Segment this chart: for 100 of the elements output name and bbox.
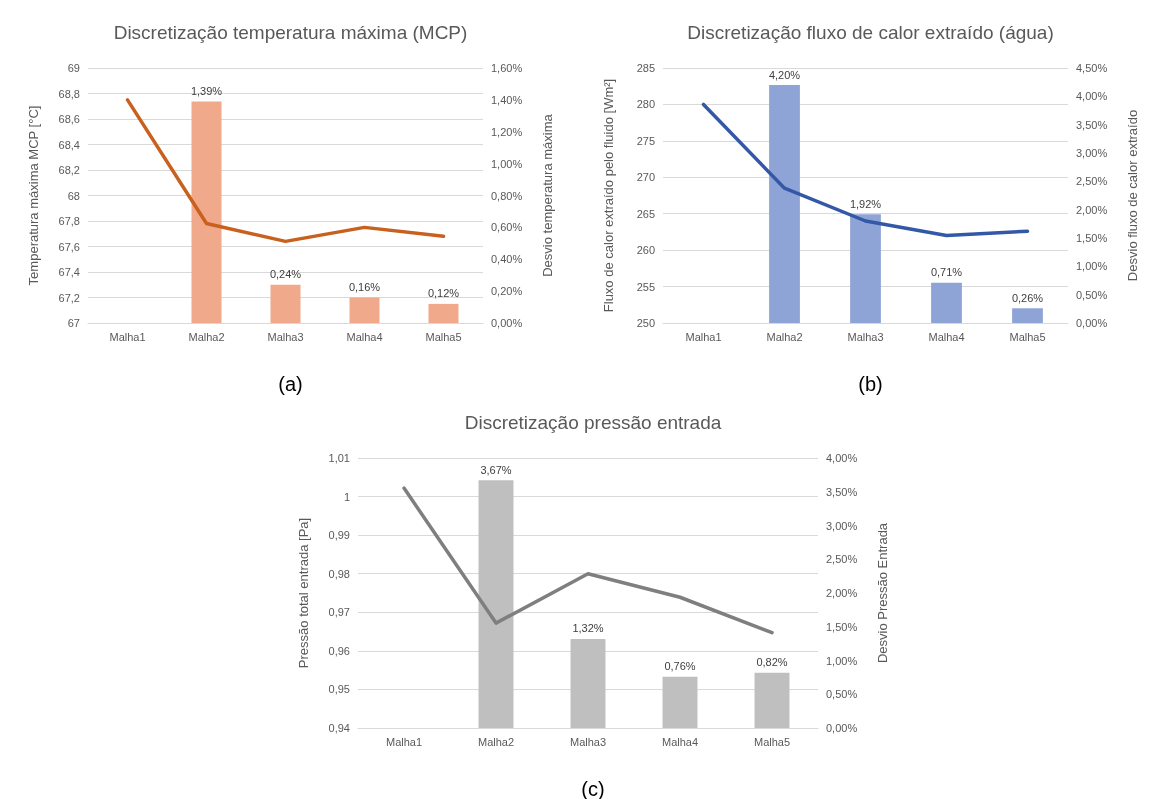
x-tick-label: Malha3: [569, 735, 607, 748]
y2-tick-label: 3,00%: [826, 519, 858, 532]
bar: [769, 85, 800, 323]
text: (a): [278, 373, 303, 395]
y-tick-label: 0,96: [328, 644, 350, 657]
bar: [191, 101, 222, 323]
chart-title: Discretização pressão entrada: [464, 412, 722, 433]
bar: [478, 480, 514, 728]
y-tick-label: 280: [636, 98, 655, 111]
y-tick-label: 255: [636, 280, 655, 293]
x-tick-label: Malha2: [188, 330, 225, 343]
y2-tick-label: 3,50%: [1076, 118, 1108, 131]
y-tick-label: 265: [636, 207, 655, 220]
y2-tick-label: 1,00%: [826, 654, 858, 667]
bar: [931, 282, 962, 323]
y2-tick-label: 4,00%: [826, 452, 858, 464]
x-tick-label: Malha3: [847, 330, 884, 343]
y2-tick-label: 1,60%: [491, 62, 523, 74]
data-label: 0,24%: [269, 268, 302, 281]
y2-tick-label: 1,00%: [491, 157, 523, 170]
y2-axis-title: Desvio fluxo de calor extraído: [1125, 109, 1140, 282]
y-tick-label: 67,8: [58, 215, 80, 227]
y-tick-label: 67,4: [58, 266, 80, 278]
y2-tick-label: 0,00%: [491, 317, 523, 329]
x-tick-label: Malha4: [661, 735, 699, 748]
y-tick-label: 1,01: [328, 452, 350, 464]
y-tick-label: 67,2: [58, 291, 80, 304]
x-tick-label: Malha1: [685, 330, 722, 343]
bar: [850, 214, 881, 323]
y2-tick-label: 0,80%: [491, 189, 523, 202]
y-tick-label: 67,6: [58, 240, 80, 253]
y-tick-label: 0,99: [328, 529, 350, 542]
y-tick-label: 260: [636, 244, 655, 257]
y2-tick-label: 0,50%: [1076, 288, 1108, 301]
chart-title: Discretização temperatura máxima (MCP): [113, 22, 468, 43]
y-axis-title: Pressão total entrada [Pa]: [296, 517, 311, 669]
text: (b): [858, 373, 883, 395]
bar: [428, 303, 459, 323]
y2-tick-label: 2,50%: [826, 553, 858, 566]
data-label: 0,26%: [1011, 291, 1044, 304]
y-tick-label: 68,4: [58, 138, 80, 151]
y2-axis-title: Desvio temperatura máxima: [540, 113, 555, 277]
bar: [270, 284, 301, 323]
y-axis-title: Temperatura máxima MCP [°C]: [26, 105, 41, 286]
y2-tick-label: 0,20%: [491, 285, 523, 298]
y-tick-label: 0,95: [328, 683, 350, 696]
data-label: 4,20%: [768, 68, 801, 81]
y2-tick-label: 4,50%: [1076, 62, 1108, 74]
x-tick-label: Malha2: [766, 330, 803, 343]
y-tick-label: 68,2: [58, 164, 80, 176]
y2-tick-label: 1,50%: [1076, 232, 1108, 244]
y2-tick-label: 1,00%: [1076, 260, 1108, 273]
data-label: 1,92%: [849, 197, 882, 210]
y-tick-label: 0,94: [328, 722, 350, 734]
y2-tick-label: 1,40%: [491, 93, 523, 106]
x-tick-label: Malha2: [477, 735, 515, 748]
y-tick-label: 68: [67, 189, 80, 202]
data-label: 0,71%: [930, 266, 963, 279]
chart-title: Discretização fluxo de calor extraído (água): [687, 22, 1054, 43]
y2-tick-label: 2,50%: [1076, 175, 1108, 188]
y2-tick-label: 0,00%: [826, 722, 858, 734]
x-tick-label: Malha4: [928, 330, 965, 343]
x-tick-label: Malha5: [753, 735, 791, 748]
data-label: 3,67%: [480, 463, 512, 476]
data-label: 0,12%: [427, 287, 460, 300]
y2-tick-label: 0,40%: [491, 253, 523, 266]
bar: [662, 676, 698, 728]
y2-tick-label: 3,50%: [826, 485, 858, 498]
bar: [349, 297, 380, 323]
data-label: 0,76%: [664, 660, 696, 673]
y2-tick-label: 0,00%: [1076, 317, 1108, 329]
y2-tick-label: 0,50%: [826, 688, 858, 701]
y-axis-title: Fluxo de calor extraído pelo fluido [Wm²]: [601, 78, 616, 313]
bar: [570, 638, 606, 728]
x-tick-label: Malha5: [1009, 330, 1046, 343]
y-tick-label: 1: [343, 490, 350, 503]
line-series: [402, 486, 774, 635]
x-tick-label: Malha5: [425, 330, 462, 343]
data-label: 1,32%: [572, 622, 604, 635]
bar: [1012, 308, 1043, 323]
y-tick-label: 0,98: [328, 567, 350, 580]
y-tick-label: 67: [67, 317, 80, 329]
y2-tick-label: 1,50%: [826, 620, 858, 633]
y2-axis-title: Desvio Pressão Entrada: [875, 522, 890, 664]
line-series: [701, 102, 1030, 238]
y-tick-label: 250: [636, 317, 655, 329]
bar: [754, 672, 790, 728]
y-tick-label: 275: [636, 134, 655, 147]
y-tick-label: 68,6: [58, 113, 80, 125]
y-tick-label: 69: [67, 62, 80, 74]
data-label: 0,16%: [348, 281, 381, 293]
x-tick-label: Malha4: [346, 330, 383, 343]
data-label: 0,82%: [756, 656, 788, 669]
y-tick-label: 270: [636, 171, 655, 184]
x-tick-label: Malha3: [267, 330, 304, 343]
y-tick-label: 68,8: [58, 87, 80, 100]
line-series: [125, 98, 446, 244]
x-tick-label: Malha1: [385, 735, 423, 748]
y2-tick-label: 2,00%: [826, 587, 858, 599]
y2-tick-label: 4,00%: [1076, 90, 1108, 103]
